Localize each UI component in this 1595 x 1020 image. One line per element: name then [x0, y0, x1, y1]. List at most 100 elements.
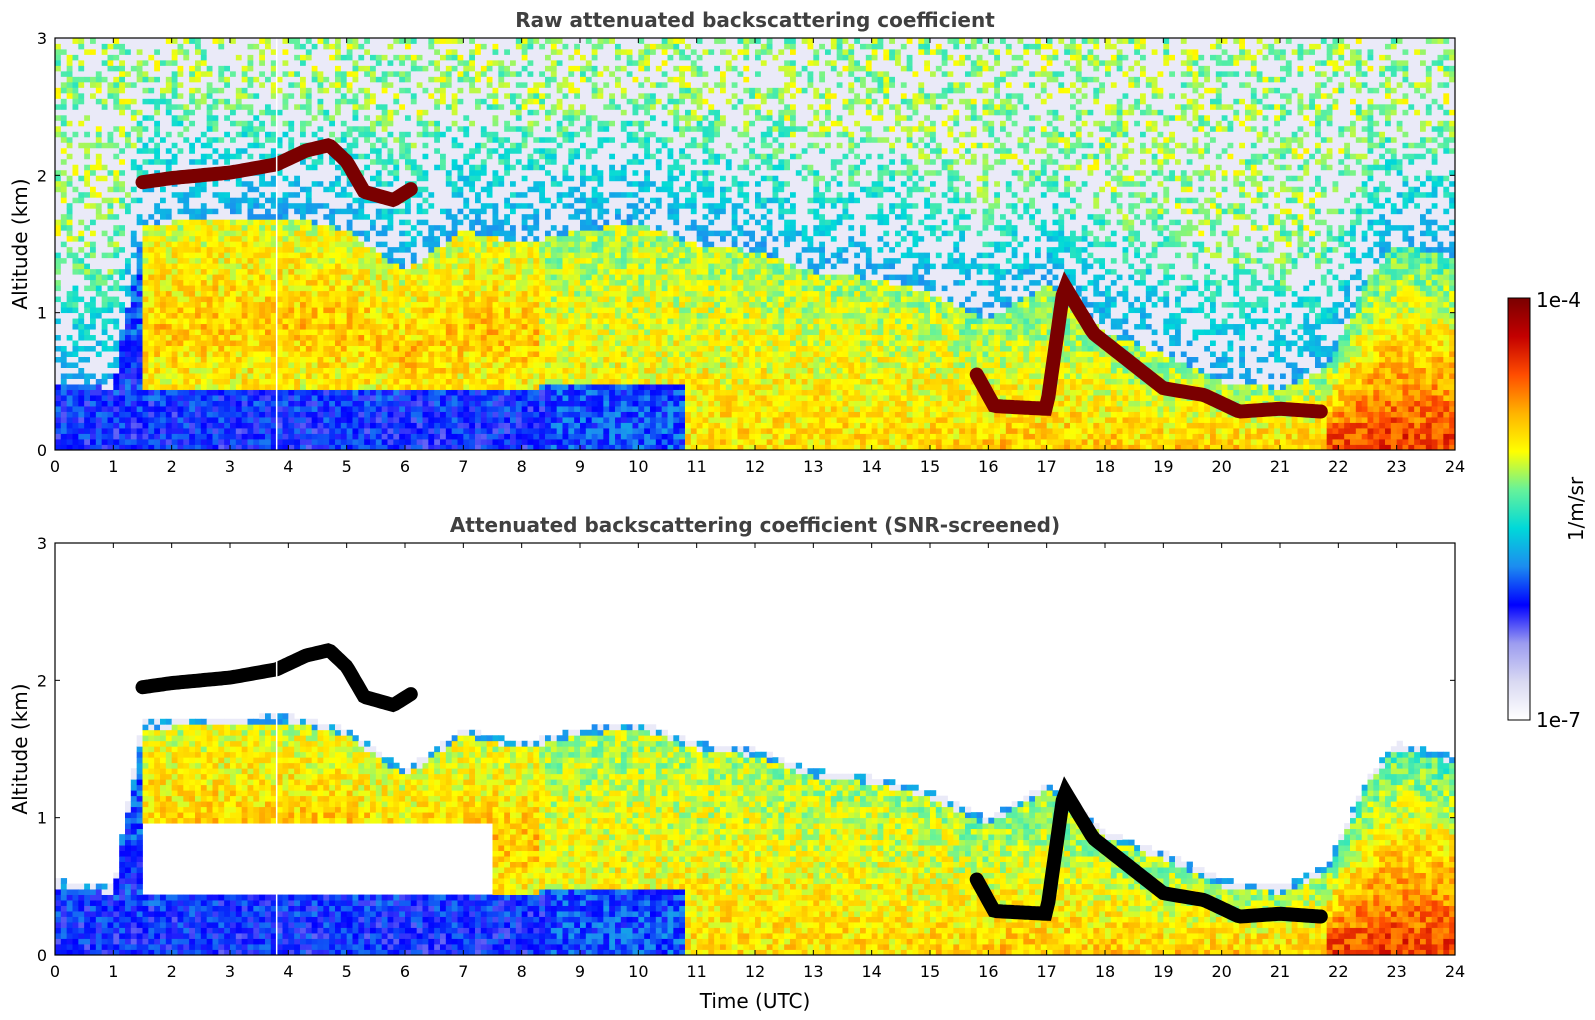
- heatmap-cell: [84, 323, 91, 330]
- heatmap-cell: [230, 92, 237, 99]
- heatmap-cell: [253, 373, 260, 379]
- heatmap-cell: [200, 279, 208, 286]
- heatmap-cell: [230, 54, 237, 61]
- heatmap-cell: [130, 175, 138, 182]
- heatmap-cell: [329, 329, 336, 336]
- heatmap-cell: [189, 252, 196, 259]
- heatmap-cell: [416, 197, 423, 204]
- heatmap-cell: [335, 54, 342, 61]
- heatmap-cell: [247, 263, 254, 270]
- heatmap-cell: [101, 246, 108, 253]
- heatmap-cell: [387, 230, 394, 237]
- heatmap-cell: [101, 125, 108, 132]
- heatmap-cell: [119, 235, 126, 242]
- heatmap-cell: [253, 345, 260, 352]
- heatmap-cell: [119, 38, 126, 44]
- heatmap-cell: [288, 362, 295, 368]
- heatmap-cell: [329, 43, 336, 50]
- heatmap-cell: [171, 186, 178, 193]
- heatmap-cell: [405, 120, 412, 127]
- heatmap-cell: [119, 70, 126, 77]
- heatmap-cell: [212, 197, 219, 204]
- heatmap-cell: [387, 406, 394, 412]
- heatmap-cell: [95, 48, 103, 55]
- heatmap-cell: [230, 48, 237, 55]
- heatmap-cell: [428, 186, 435, 193]
- heatmap-cell: [72, 43, 79, 50]
- heatmap-cell: [305, 131, 313, 138]
- heatmap-cell: [323, 257, 330, 264]
- heatmap-cell: [340, 312, 348, 319]
- heatmap-cell: [340, 367, 348, 374]
- heatmap-cell: [125, 241, 132, 248]
- heatmap-cell: [142, 301, 149, 308]
- heatmap-cell: [154, 136, 161, 143]
- heatmap-cell: [387, 428, 394, 434]
- heatmap-cell: [200, 351, 208, 358]
- heatmap-cell: [55, 329, 62, 336]
- heatmap-cell: [189, 81, 196, 88]
- heatmap-cell: [113, 384, 120, 390]
- panel-raw: Raw attenuated backscattering coefficien…: [8, 8, 1465, 476]
- heatmap-cell: [160, 356, 167, 363]
- heatmap-cell: [60, 433, 68, 440]
- heatmap-cell: [294, 400, 301, 407]
- heatmap-cell: [253, 384, 260, 390]
- heatmap-cell: [218, 54, 225, 61]
- heatmap-cell: [107, 70, 114, 77]
- heatmap-cell: [370, 400, 377, 407]
- heatmap-cell: [95, 81, 103, 88]
- heatmap-cell: [224, 153, 231, 160]
- heatmap-cell: [381, 224, 388, 231]
- heatmap-cell: [259, 224, 266, 231]
- heatmap-cell: [416, 38, 423, 44]
- heatmap-cell: [335, 301, 342, 308]
- heatmap-cell: [288, 296, 295, 303]
- heatmap-cell: [101, 378, 108, 385]
- heatmap-cell: [370, 202, 377, 209]
- heatmap-cell: [119, 224, 126, 231]
- heatmap-cell: [171, 191, 178, 198]
- heatmap-cell: [416, 312, 423, 319]
- heatmap-cell: [177, 125, 184, 132]
- heatmap-cell: [183, 290, 190, 297]
- heatmap-cell: [247, 422, 254, 429]
- heatmap-cell: [434, 65, 441, 72]
- heatmap-cell: [335, 334, 342, 341]
- heatmap-cell: [387, 246, 394, 253]
- heatmap-cell: [305, 169, 313, 176]
- heatmap-cell: [265, 400, 272, 407]
- heatmap-cell: [259, 428, 266, 434]
- heatmap-cell: [95, 208, 103, 215]
- heatmap-cell: [410, 169, 418, 176]
- heatmap-cell: [218, 334, 225, 341]
- heatmap-cell: [165, 48, 173, 55]
- heatmap-cell: [107, 120, 114, 127]
- heatmap-cell: [270, 439, 278, 445]
- heatmap-cell: [375, 224, 383, 231]
- heatmap-cell: [224, 235, 231, 242]
- heatmap-cell: [113, 109, 120, 116]
- heatmap-cell: [375, 356, 383, 363]
- heatmap-cell: [335, 103, 342, 110]
- heatmap-cell: [375, 345, 383, 352]
- heatmap-cell: [259, 186, 266, 193]
- heatmap-cell: [136, 147, 143, 154]
- heatmap-cell: [90, 197, 97, 204]
- heatmap-cell: [410, 208, 418, 215]
- heatmap-cell: [375, 120, 383, 127]
- heatmap-cell: [90, 43, 97, 50]
- heatmap-cell: [142, 169, 149, 176]
- heatmap-cell: [60, 38, 68, 44]
- heatmap-cell: [200, 307, 208, 314]
- heatmap-cell: [358, 285, 365, 292]
- heatmap-cell: [399, 48, 406, 55]
- heatmap-cell: [422, 109, 429, 116]
- heatmap-cell: [130, 92, 138, 99]
- heatmap-cell: [259, 191, 266, 198]
- heatmap-cell: [55, 59, 62, 66]
- heatmap-cell: [171, 213, 178, 220]
- heatmap-cell: [375, 158, 383, 165]
- heatmap-cell: [206, 422, 213, 429]
- heatmap-cell: [189, 312, 196, 319]
